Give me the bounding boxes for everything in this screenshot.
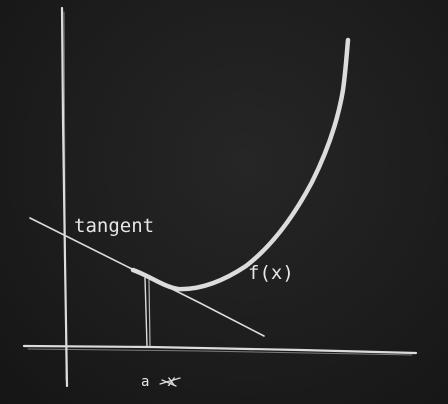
x-axis-stroke-2 — [27, 348, 413, 356]
x-axis — [22, 344, 418, 355]
drop-line-stroke-2 — [148, 279, 151, 347]
point-a-label: a — [141, 374, 149, 390]
scribble-mark — [159, 377, 181, 387]
function-curve — [130, 37, 351, 292]
drop-line — [144, 277, 148, 347]
function-label: f(x) — [248, 262, 294, 284]
tangent-label: tangent — [74, 215, 154, 237]
y-axis-stroke-2 — [63, 11, 67, 381]
